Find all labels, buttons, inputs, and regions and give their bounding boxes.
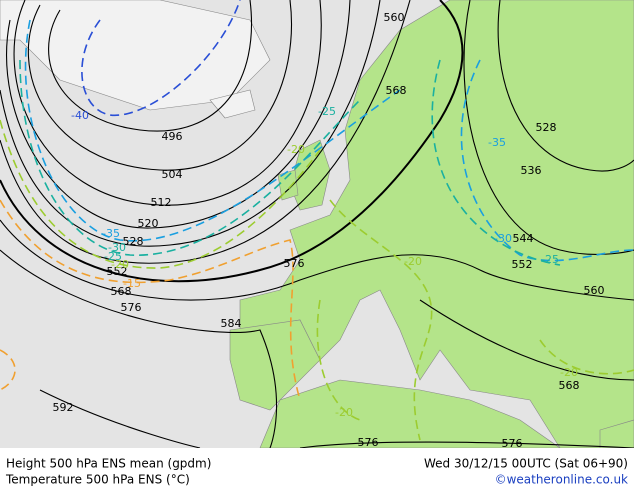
temperature-contours: [0, 0, 634, 441]
contour-label: 568: [386, 84, 407, 97]
contour-label: 568: [559, 379, 580, 392]
footer-subtitle: Temperature 500 hPa ENS (°C): [5, 473, 190, 487]
contour-label: 544: [513, 232, 534, 245]
contour-label: -25: [318, 105, 336, 118]
contour-label: 584: [221, 317, 242, 330]
contour-label: 528: [123, 235, 144, 248]
contour-label: -20: [335, 406, 353, 419]
contour-label: -20: [404, 255, 422, 268]
contour-label: 512: [151, 196, 172, 209]
land: [0, 0, 634, 449]
contour-label: 560: [584, 284, 605, 297]
contour-label: -20: [111, 258, 129, 271]
contour-label: -30: [494, 232, 512, 245]
footer-title: Height 500 hPa ENS mean (gpdm): [6, 457, 211, 471]
contour-label: 496: [162, 130, 183, 143]
height-contours: [0, 0, 634, 449]
contour-label: -30: [108, 241, 126, 254]
footer: [0, 448, 634, 490]
contour-label: -35: [488, 136, 506, 149]
contour-label: 504: [162, 168, 183, 181]
contour-label: 576: [121, 301, 142, 314]
contour-label: -40: [71, 109, 89, 122]
contour-label: -15: [123, 277, 141, 290]
contour-label: 536: [521, 164, 542, 177]
contour-label: 528: [536, 121, 557, 134]
contour-label: 560: [384, 11, 405, 24]
footer-date: Wed 30/12/15 00UTC (Sat 06+90): [424, 457, 628, 471]
contour-label: 568: [111, 285, 132, 298]
contour-label: -20: [287, 143, 305, 156]
contour-label: 576: [358, 436, 379, 449]
contour-label: 520: [138, 217, 159, 230]
contour-label: -20: [560, 366, 578, 379]
contour-label: 592: [53, 401, 74, 414]
contour-label: 552: [512, 258, 533, 271]
contour-label: 576: [502, 437, 523, 450]
contour-label: 552: [107, 265, 128, 278]
contour-label: 576: [284, 257, 305, 270]
contour-label: -25: [104, 250, 122, 263]
footer-credit: ©weatheronline.co.uk: [495, 473, 628, 487]
contour-label: -35: [102, 227, 120, 240]
contour-label: -25: [541, 253, 559, 266]
